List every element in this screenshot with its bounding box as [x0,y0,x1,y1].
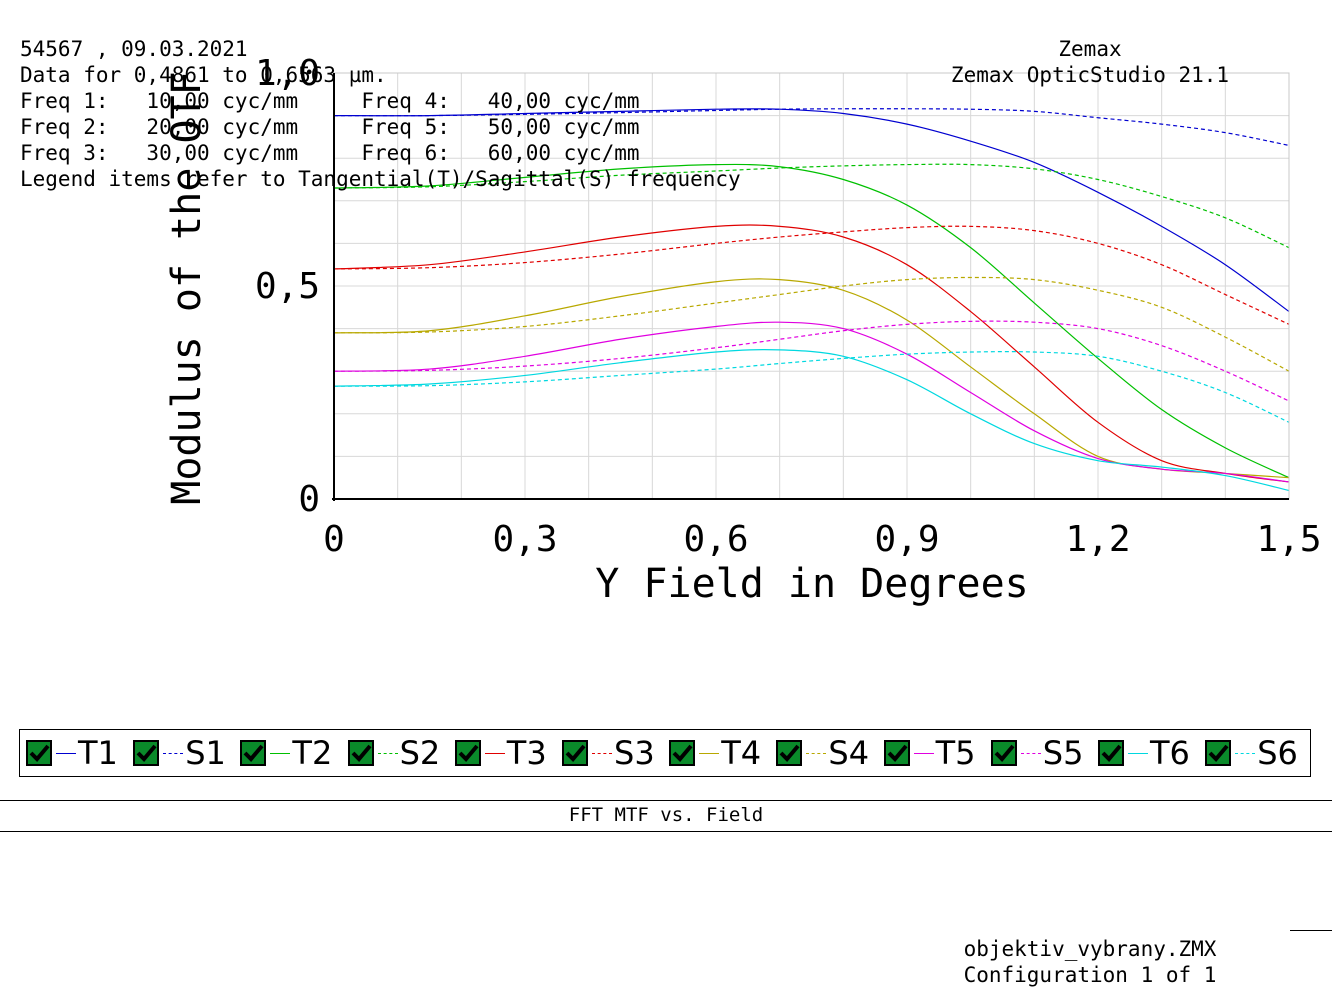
legend-swatch [1128,753,1148,754]
legend-label: T4 [721,734,762,772]
freq-line-2: Freq 2: 20,00 cyc/mm Freq 5: 50,00 cyc/m… [20,115,640,139]
checkbox-icon[interactable] [347,740,374,766]
checkbox-icon[interactable] [240,740,267,766]
vendor-name: Zemax [1058,37,1122,61]
freq-line-1: Freq 1: 10,00 cyc/mm Freq 4: 40,00 cyc/m… [20,89,640,113]
legend-swatch [1235,753,1256,754]
legend-swatch [56,753,76,754]
series-line-s2 [333,163,1290,249]
info-panel: FFT MTF vs. Field [0,800,1332,1000]
legend-note: Legend items refer to Tangential(T)/Sagi… [20,167,741,191]
checkbox-icon[interactable] [454,740,481,766]
legend-label: S5 [1042,734,1084,772]
series-line-t3 [333,224,1290,483]
x-tick-label: 1,2 [1065,519,1130,560]
series-line-s5 [333,320,1290,402]
x-tick-label: 0,9 [874,519,939,560]
legend-swatch [377,753,398,754]
legend-swatch [163,753,184,754]
legend-label: T6 [1150,734,1190,772]
series-line-s1 [333,108,1290,147]
y-tick-label: 0,5 [255,266,320,307]
series-line-t2 [333,163,1290,479]
info-right-block: Zemax Zemax OpticStudio 21.1 [890,36,1290,88]
legend-label: S3 [614,734,655,772]
series-line-s6 [333,351,1290,423]
legend-swatch [270,753,291,754]
series-line-t4 [333,278,1290,479]
series-line-t1 [333,108,1290,313]
legend-label: S2 [399,734,441,772]
tick-labels: 0 0,3 0,6 0,9 1,2 1,5 0 0,5 1,0 [255,53,1322,560]
x-tick-label: 1,5 [1256,519,1321,560]
x-tick-label: 0,3 [492,519,557,560]
legend-label: T3 [506,734,547,772]
mtf-chart: 0 0,3 0,6 0,9 1,2 1,5 0 0,5 1,0 Y Field in Degre… [164,53,1322,607]
info-title: FFT MTF vs. Field [0,801,1332,832]
legend-swatch [699,753,720,754]
grid [333,72,1290,500]
legend-swatch [484,753,505,754]
checkbox-icon[interactable] [1098,740,1124,766]
y-axis-label: Modulus of the OTF [164,71,210,504]
date-line: 54567 , 09.03.2021 [20,37,248,61]
legend-label: S4 [828,734,870,772]
series-line-s4 [333,276,1290,372]
checkbox-icon[interactable] [133,740,160,766]
configuration: Configuration 1 of 1 [963,963,1217,987]
x-tick-label: 0 [323,519,345,560]
legend: T1 S1 T2 S2 T3 S3 T4 S4 T5 S5 T6 S6 [19,729,1311,777]
freq-line-3: Freq 3: 30,00 cyc/mm Freq 6: 60,00 cyc/m… [20,141,640,165]
data-range-line: Data for 0,4861 to 0,6563 µm. [20,63,387,87]
legend-label: T1 [78,734,118,772]
y-tick-label: 1,0 [255,53,320,94]
checkbox-icon[interactable] [1205,740,1232,766]
checkbox-icon[interactable] [26,740,52,766]
legend-label: S1 [185,734,226,772]
legend-swatch [806,753,827,754]
checkbox-icon[interactable] [669,740,696,766]
product-name: Zemax OpticStudio 21.1 [950,63,1230,87]
info-left-block: 54567 , 09.03.2021 Data for 0,4861 to 0,6… [20,36,741,192]
y-tick-label: 0 [298,479,320,520]
axes [332,72,1290,501]
legend-label: S6 [1257,734,1298,772]
legend-swatch [1020,753,1041,754]
legend-swatch [592,753,612,754]
file-name: objektiv_vybrany.ZMX [963,937,1217,961]
series-line-t5 [333,321,1290,483]
x-axis-label: Y Field in Degrees [595,561,1028,607]
checkbox-icon[interactable] [883,740,910,766]
checkbox-icon[interactable] [776,740,803,766]
legend-label: T2 [292,734,333,772]
series-line-t6 [333,349,1290,492]
info-divider [888,831,1332,832]
legend-swatch [913,753,934,754]
info-tick-mark [1290,930,1332,931]
series-group [333,108,1290,492]
legend-label: T5 [935,734,976,772]
x-tick-label: 0,6 [683,519,748,560]
checkbox-icon[interactable] [990,740,1017,766]
checkbox-icon[interactable] [562,740,588,766]
info-file-block: objektiv_vybrany.ZMX Configuration 1 of 1 [890,936,1290,988]
series-line-s3 [333,225,1290,325]
